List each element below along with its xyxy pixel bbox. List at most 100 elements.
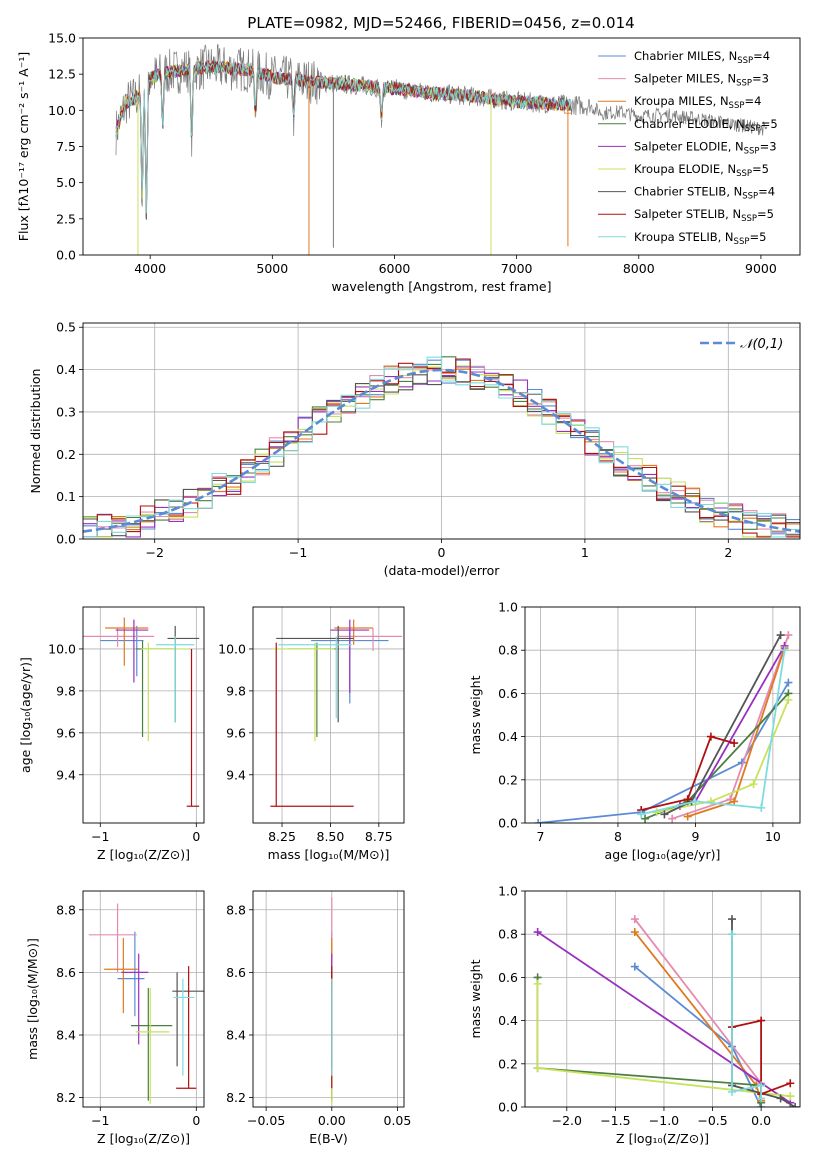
point-marker (786, 1079, 795, 1088)
x-axis-label: Z [log₁₀(Z/Z⊙)] (616, 1131, 709, 1146)
legend-entry: Salpeter STELIB, NSSP=5 (634, 207, 774, 224)
legend-label: Kroupa MILES, N (634, 94, 729, 108)
point-marker (784, 631, 793, 640)
y-tick-label: 0.6 (498, 686, 518, 701)
x-tick-label: 0.05 (384, 1113, 412, 1128)
legend-label: Salpeter STELIB, N (634, 207, 741, 221)
residual-panel: −2 −1 0 1 2 0.0 0.1 0.2 0.3 0.4 0.5 (data-model)/er… (28, 320, 801, 578)
x-tick-label: −1 (91, 1113, 109, 1128)
point-marker (776, 631, 785, 640)
legend-label: Chabrier STELIB, N (634, 185, 742, 199)
weight_vs_Z-panel: −2.0 −1.5 −1.0 −0.5 0.0 0.0 0.2 0.4 0.6 0.8 1.0 Z [… (468, 884, 801, 1146)
y-tick-label: 0.8 (498, 927, 518, 942)
axes-frame (524, 890, 801, 1108)
x-axis-label: mass [log₁₀(M/M⊙)] (268, 847, 390, 862)
y-tick-label: 9.8 (56, 683, 76, 698)
point-marker (757, 1094, 766, 1103)
y-tick-label: 9.6 (226, 725, 246, 740)
y-tick-label: 0.6 (498, 970, 518, 985)
y-tick-label: 9.6 (56, 725, 76, 740)
legend-label: Kroupa ELODIE, N (634, 162, 736, 176)
x-tick-label: −0.5 (697, 1113, 727, 1128)
y-axis-label: Flux [fλ10⁻¹⁷ erg cm⁻² s⁻¹ A⁻¹] (16, 52, 31, 241)
y-tick-label: 10.0 (218, 641, 246, 656)
y-tick-label: 8.6 (226, 965, 246, 980)
point-marker (780, 646, 789, 655)
axes-frame (82, 890, 205, 1108)
plot-area (534, 631, 793, 823)
legend-label-end: =5 (761, 117, 778, 131)
y-axis-label: mass weight (468, 675, 483, 754)
weight-series (671, 634, 790, 820)
legend-entry: Kroupa MILES, NSSP=4 (634, 94, 761, 111)
weight-series (731, 1019, 791, 1096)
y-axis-label: Normed distribution (28, 369, 43, 494)
y-tick-label: 0.5 (56, 320, 76, 335)
point-marker (727, 915, 736, 924)
x-tick-label: −0.05 (247, 1113, 285, 1128)
legend-entry: Salpeter MILES, NSSP=3 (634, 72, 769, 89)
plot-area (270, 619, 403, 807)
legend-label-end: =3 (760, 139, 777, 153)
y-tick-label: 0.8 (498, 643, 518, 658)
weight-series (634, 931, 762, 1101)
y-tick-label: 5.0 (56, 175, 76, 190)
legend-entry: Kroupa STELIB, NSSP=5 (634, 230, 766, 247)
axes-frame (82, 606, 205, 824)
point-marker (757, 1081, 766, 1090)
spectrum-panel: 4000 5000 6000 7000 8000 9000 0.0 2.5 5.0 7.5 10.0… (16, 14, 801, 294)
legend-label: Salpeter MILES, N (634, 72, 736, 86)
model-spectrum (115, 60, 572, 214)
legend-subscript: SSP (734, 237, 750, 247)
x-tick-label: 0 (438, 545, 446, 560)
legend-label-end: =3 (752, 72, 769, 86)
x-tick-label: 0 (192, 829, 200, 844)
y-tick-label: 0.4 (498, 729, 518, 744)
y-axis-label: mass weight (468, 959, 483, 1038)
x-tick-label: 6000 (379, 261, 411, 276)
x-tick-label: 8.25 (268, 829, 296, 844)
x-tick-label: −2 (145, 545, 163, 560)
y-axis-label: mass [log₁₀(M/M⊙)] (25, 938, 40, 1060)
plot-area (88, 903, 204, 1104)
x-tick-label: 8.50 (317, 829, 345, 844)
axes-frame (252, 606, 405, 824)
y-tick-label: 8.2 (226, 1090, 246, 1105)
x-tick-label: 5000 (256, 261, 288, 276)
weight-series (640, 650, 786, 816)
x-tick-label: −1 (289, 545, 307, 560)
y-tick-label: 0.4 (56, 362, 76, 377)
weight-series (731, 934, 762, 1099)
x-tick-label: 4000 (134, 261, 166, 276)
point-marker (757, 1016, 766, 1025)
axes-frame (82, 322, 801, 540)
y-tick-label: 0.2 (498, 772, 518, 787)
legend-label: Chabrier ELODIE, N (634, 117, 745, 131)
plot-area (115, 44, 768, 255)
axes-frame (524, 606, 801, 824)
x-tick-label: 8.75 (365, 829, 393, 844)
point-marker (637, 810, 646, 819)
point-marker (533, 928, 542, 937)
legend-subscript: SSP (729, 101, 745, 111)
x-axis-label: Z [log₁₀(Z/Z⊙)] (97, 1131, 190, 1146)
x-tick-label: 0 (192, 1113, 200, 1128)
normal-curve (83, 368, 800, 533)
y-tick-label: 0.2 (498, 1056, 518, 1071)
y-tick-label: 8.6 (56, 965, 76, 980)
point-marker (630, 962, 639, 971)
x-tick-label: 0.0 (751, 1113, 771, 1128)
plot-area (83, 617, 200, 807)
legend-label-end: =5 (749, 230, 766, 244)
weight-series (640, 735, 735, 811)
legend-label-end: =5 (757, 207, 774, 221)
x-axis-label: (data-model)/error (384, 563, 501, 578)
point-marker (706, 732, 715, 741)
y-tick-label: 8.4 (226, 1028, 246, 1043)
legend-label: Salpeter ELODIE, N (634, 139, 744, 153)
legend-entry: Chabrier ELODIE, NSSP=5 (634, 117, 778, 134)
x-tick-label: 2 (724, 545, 732, 560)
y-tick-label: 2.5 (56, 211, 76, 226)
